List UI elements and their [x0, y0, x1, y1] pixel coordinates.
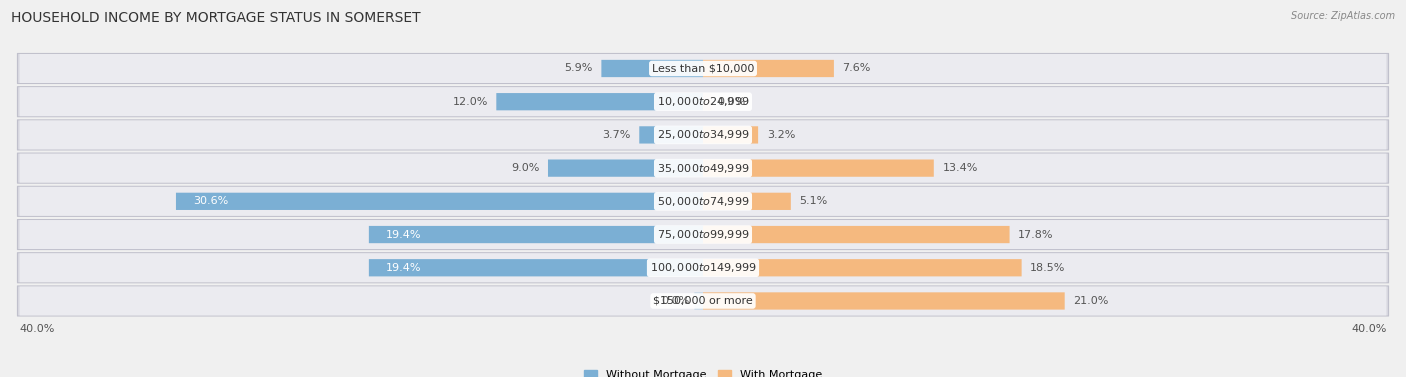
Text: $10,000 to $24,999: $10,000 to $24,999 — [657, 95, 749, 108]
Text: 21.0%: 21.0% — [1073, 296, 1109, 306]
FancyBboxPatch shape — [20, 220, 1386, 249]
FancyBboxPatch shape — [703, 93, 711, 110]
Text: Source: ZipAtlas.com: Source: ZipAtlas.com — [1291, 11, 1395, 21]
Text: 9.0%: 9.0% — [510, 163, 540, 173]
Text: 18.5%: 18.5% — [1031, 263, 1066, 273]
Text: $75,000 to $99,999: $75,000 to $99,999 — [657, 228, 749, 241]
FancyBboxPatch shape — [17, 219, 1389, 250]
FancyBboxPatch shape — [17, 286, 1389, 316]
Text: 5.1%: 5.1% — [800, 196, 828, 206]
Text: 3.2%: 3.2% — [766, 130, 796, 140]
FancyBboxPatch shape — [17, 120, 1389, 150]
FancyBboxPatch shape — [368, 226, 703, 243]
Text: HOUSEHOLD INCOME BY MORTGAGE STATUS IN SOMERSET: HOUSEHOLD INCOME BY MORTGAGE STATUS IN S… — [11, 11, 420, 25]
Text: 3.7%: 3.7% — [602, 130, 631, 140]
Text: $50,000 to $74,999: $50,000 to $74,999 — [657, 195, 749, 208]
Text: 13.4%: 13.4% — [942, 163, 977, 173]
FancyBboxPatch shape — [20, 120, 1386, 149]
FancyBboxPatch shape — [548, 159, 703, 177]
FancyBboxPatch shape — [20, 187, 1386, 216]
Text: 40.0%: 40.0% — [1351, 323, 1386, 334]
FancyBboxPatch shape — [20, 87, 1386, 116]
FancyBboxPatch shape — [640, 126, 703, 144]
Text: $150,000 or more: $150,000 or more — [654, 296, 752, 306]
FancyBboxPatch shape — [17, 87, 1389, 117]
Text: $35,000 to $49,999: $35,000 to $49,999 — [657, 162, 749, 175]
Text: 7.6%: 7.6% — [842, 63, 870, 74]
Legend: Without Mortgage, With Mortgage: Without Mortgage, With Mortgage — [583, 369, 823, 377]
Text: 40.0%: 40.0% — [20, 323, 55, 334]
FancyBboxPatch shape — [17, 54, 1389, 83]
Text: 0.0%: 0.0% — [717, 97, 745, 107]
Text: 0.0%: 0.0% — [661, 296, 689, 306]
Text: 12.0%: 12.0% — [453, 97, 488, 107]
FancyBboxPatch shape — [368, 259, 703, 276]
Text: Less than $10,000: Less than $10,000 — [652, 63, 754, 74]
FancyBboxPatch shape — [496, 93, 703, 110]
FancyBboxPatch shape — [695, 292, 703, 310]
FancyBboxPatch shape — [17, 253, 1389, 283]
FancyBboxPatch shape — [703, 159, 934, 177]
Text: 5.9%: 5.9% — [564, 63, 593, 74]
Text: 30.6%: 30.6% — [193, 196, 228, 206]
FancyBboxPatch shape — [20, 54, 1386, 83]
FancyBboxPatch shape — [20, 153, 1386, 182]
Text: $100,000 to $149,999: $100,000 to $149,999 — [650, 261, 756, 274]
FancyBboxPatch shape — [703, 126, 758, 144]
Text: 19.4%: 19.4% — [387, 263, 422, 273]
FancyBboxPatch shape — [703, 292, 1064, 310]
FancyBboxPatch shape — [602, 60, 703, 77]
FancyBboxPatch shape — [703, 259, 1022, 276]
FancyBboxPatch shape — [703, 226, 1010, 243]
FancyBboxPatch shape — [703, 60, 834, 77]
FancyBboxPatch shape — [176, 193, 703, 210]
FancyBboxPatch shape — [703, 193, 790, 210]
Text: 19.4%: 19.4% — [387, 230, 422, 239]
Text: $25,000 to $34,999: $25,000 to $34,999 — [657, 129, 749, 141]
FancyBboxPatch shape — [20, 253, 1386, 282]
FancyBboxPatch shape — [20, 287, 1386, 316]
FancyBboxPatch shape — [17, 186, 1389, 216]
Text: 17.8%: 17.8% — [1018, 230, 1053, 239]
FancyBboxPatch shape — [17, 153, 1389, 183]
